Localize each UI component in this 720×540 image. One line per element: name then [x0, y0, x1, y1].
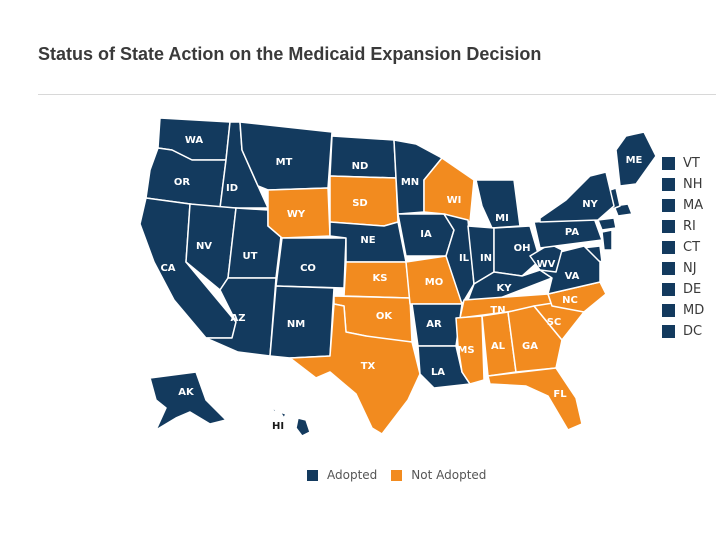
- state-label-va: VA: [565, 271, 580, 282]
- state-label-ak: AK: [178, 387, 195, 398]
- title-divider: [38, 94, 716, 95]
- state-label-il: IL: [459, 253, 470, 264]
- state-label-mt: MT: [276, 157, 293, 168]
- small-state-vt[interactable]: VT: [662, 153, 704, 174]
- state-il[interactable]: [443, 213, 475, 305]
- small-state-swatch: [662, 157, 675, 170]
- state-label-tn: TN: [490, 305, 505, 316]
- small-state-code: MD: [683, 303, 705, 318]
- legend-swatch-adopted: [307, 469, 318, 481]
- northeast-small-state-shape[interactable]: [601, 229, 613, 251]
- state-label-wv: WV: [537, 259, 556, 270]
- state-label-or: OR: [174, 177, 191, 188]
- state-label-hi: HI: [272, 421, 284, 432]
- state-label-ga: GA: [522, 341, 538, 352]
- state-me[interactable]: [615, 131, 657, 187]
- small-states-list: VT NH MA RI CT NJ DE MD DC: [662, 153, 704, 342]
- state-label-tx: TX: [361, 361, 376, 372]
- state-label-co: CO: [300, 263, 316, 274]
- state-ny[interactable]: [539, 171, 615, 223]
- small-state-nh[interactable]: NH: [662, 174, 704, 195]
- state-oh[interactable]: [493, 225, 541, 277]
- state-label-mn: MN: [401, 177, 419, 188]
- state-label-la: LA: [431, 367, 445, 378]
- state-label-fl: FL: [553, 389, 567, 400]
- state-hi[interactable]: [271, 407, 311, 437]
- state-label-nv: NV: [196, 241, 212, 252]
- small-state-swatch: [662, 262, 675, 275]
- legend-swatch-not-adopted: [391, 469, 403, 481]
- legend-label-not-adopted: Not Adopted: [411, 468, 487, 482]
- state-label-ca: CA: [160, 263, 175, 274]
- state-fl[interactable]: [487, 367, 583, 431]
- small-state-swatch: [662, 283, 675, 296]
- legend-label-adopted: Adopted: [327, 468, 378, 482]
- state-tx[interactable]: [289, 303, 421, 435]
- state-label-me: ME: [626, 155, 643, 166]
- small-state-ri[interactable]: RI: [662, 216, 704, 237]
- small-state-code: NH: [683, 177, 703, 192]
- state-label-oh: OH: [514, 243, 531, 254]
- state-label-pa: PA: [565, 227, 579, 238]
- legend-item-adopted: Adopted: [307, 468, 377, 482]
- small-state-ma[interactable]: MA: [662, 195, 704, 216]
- small-state-code: VT: [683, 156, 700, 171]
- state-label-nm: NM: [287, 319, 305, 330]
- state-label-ok: OK: [376, 311, 394, 322]
- state-label-ia: IA: [420, 229, 432, 240]
- small-state-code: DE: [683, 282, 702, 297]
- small-state-swatch: [662, 241, 675, 254]
- page-title: Status of State Action on the Medicaid E…: [38, 44, 542, 64]
- small-state-code: MA: [683, 198, 704, 213]
- state-label-in: IN: [480, 253, 492, 264]
- state-label-wi: WI: [447, 195, 462, 206]
- state-ak[interactable]: [149, 371, 227, 431]
- state-label-ny: NY: [582, 199, 598, 210]
- small-state-code: RI: [683, 219, 696, 234]
- state-label-ar: AR: [426, 319, 442, 330]
- state-ga[interactable]: [507, 305, 563, 373]
- small-state-code: NJ: [683, 261, 697, 276]
- small-state-code: CT: [683, 240, 701, 255]
- small-state-de[interactable]: DE: [662, 279, 704, 300]
- state-label-ut: UT: [243, 251, 258, 262]
- small-state-code: DC: [683, 324, 703, 339]
- northeast-small-state-shape[interactable]: [597, 217, 617, 231]
- state-label-ks: KS: [373, 273, 388, 284]
- state-label-sc: SC: [547, 317, 562, 328]
- small-state-swatch: [662, 178, 675, 191]
- small-state-dc[interactable]: DC: [662, 321, 704, 342]
- state-label-al: AL: [491, 341, 506, 352]
- small-state-swatch: [662, 199, 675, 212]
- state-label-mi: MI: [495, 213, 509, 224]
- state-label-ms: MS: [457, 345, 474, 356]
- state-label-nd: ND: [352, 161, 369, 172]
- state-wi[interactable]: [423, 157, 475, 223]
- small-state-swatch: [662, 325, 675, 338]
- small-state-md[interactable]: MD: [662, 300, 704, 321]
- legend-item-not-adopted: Not Adopted: [391, 468, 486, 482]
- state-label-id: ID: [226, 183, 238, 194]
- state-wy[interactable]: [267, 187, 331, 239]
- state-label-ne: NE: [360, 235, 375, 246]
- small-state-nj[interactable]: NJ: [662, 258, 704, 279]
- state-label-wa: WA: [185, 135, 204, 146]
- state-label-sd: SD: [352, 198, 368, 209]
- small-state-swatch: [662, 220, 675, 233]
- legend: Adopted Not Adopted: [307, 468, 500, 482]
- state-label-nc: NC: [562, 295, 578, 306]
- state-label-az: AZ: [231, 313, 246, 324]
- state-label-mo: MO: [425, 277, 443, 288]
- state-label-ky: KY: [497, 283, 513, 294]
- small-state-ct[interactable]: CT: [662, 237, 704, 258]
- small-state-swatch: [662, 304, 675, 317]
- state-label-wy: WY: [287, 209, 306, 220]
